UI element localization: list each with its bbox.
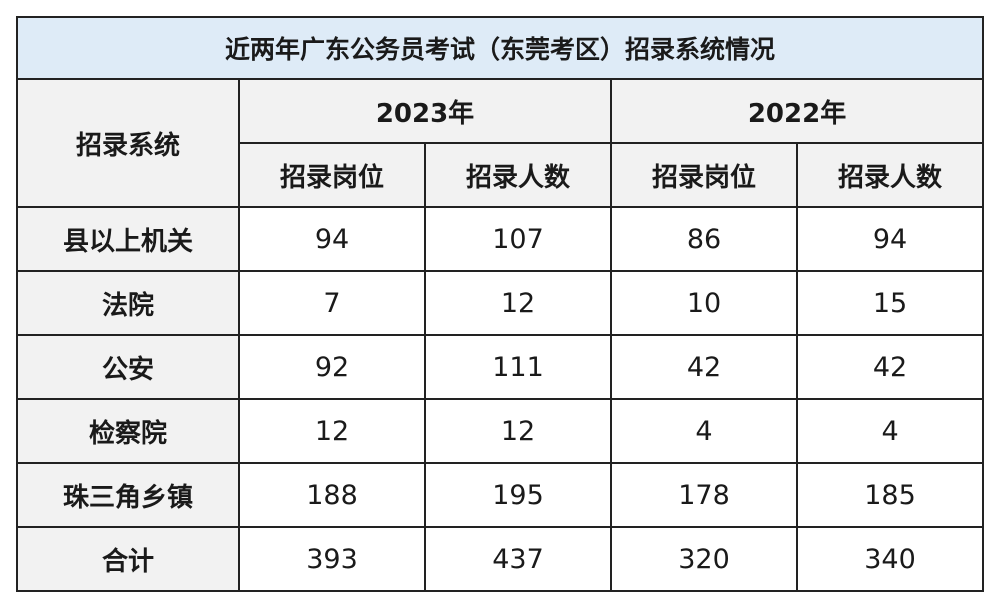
- table-cell: 42: [610, 334, 798, 400]
- row-label: 检察院: [16, 398, 240, 464]
- table-cell: 111: [424, 334, 612, 400]
- table-cell: 15: [795, 270, 985, 336]
- table-row: 法院 7 12 10 15: [16, 270, 985, 336]
- table-cell: 12: [424, 270, 612, 336]
- row-header-label: 招录系统: [16, 78, 240, 208]
- table-row: 公安 92 111 42 42: [16, 334, 985, 400]
- table-cell: 4: [795, 398, 985, 464]
- table-cell: 178: [610, 462, 798, 528]
- table-row: 县以上机关 94 107 86 94: [16, 206, 985, 272]
- table-cell: 12: [424, 398, 612, 464]
- table-row: 珠三角乡镇 188 195 178 185: [16, 462, 985, 528]
- table-cell: 4: [610, 398, 798, 464]
- table-cell: 7: [238, 270, 426, 336]
- table-cell: 94: [795, 206, 985, 272]
- table-cell: 340: [795, 526, 985, 592]
- row-label: 合计: [16, 526, 240, 592]
- column-header: 招录岗位: [238, 142, 426, 208]
- row-label: 珠三角乡镇: [16, 462, 240, 528]
- table-cell: 437: [424, 526, 612, 592]
- column-header: 招录人数: [795, 142, 985, 208]
- table-cell: 107: [424, 206, 612, 272]
- table-cell: 188: [238, 462, 426, 528]
- table-cell: 10: [610, 270, 798, 336]
- table-row: 检察院 12 12 4 4: [16, 398, 985, 464]
- table-cell: 94: [238, 206, 426, 272]
- row-label: 法院: [16, 270, 240, 336]
- year-header-2022: 2022年: [609, 78, 985, 144]
- table-cell: 320: [610, 526, 798, 592]
- table-cell: 393: [238, 526, 426, 592]
- table-container: 近两年广东公务员考试（东莞考区）招录系统情况 招录系统 2023年 2022年 …: [15, 16, 985, 592]
- table-cell: 92: [238, 334, 426, 400]
- row-label: 公安: [16, 334, 240, 400]
- year-header-2023: 2023年: [238, 78, 612, 144]
- column-header: 招录人数: [424, 142, 612, 208]
- table-cell: 86: [610, 206, 798, 272]
- table-cell: 185: [795, 462, 985, 528]
- table-title: 近两年广东公务员考试（东莞考区）招录系统情况: [15, 16, 985, 80]
- table-cell: 195: [424, 462, 612, 528]
- table-cell: 12: [238, 398, 426, 464]
- table-row-total: 合计 393 437 320 340: [16, 526, 985, 592]
- table-cell: 42: [795, 334, 985, 400]
- column-header: 招录岗位: [610, 142, 798, 208]
- row-label: 县以上机关: [16, 206, 240, 272]
- table-body: 县以上机关 94 107 86 94 法院 7 12 10 15 公安 92 1…: [16, 206, 985, 592]
- recruitment-table: 近两年广东公务员考试（东莞考区）招录系统情况 招录系统 2023年 2022年 …: [15, 16, 985, 592]
